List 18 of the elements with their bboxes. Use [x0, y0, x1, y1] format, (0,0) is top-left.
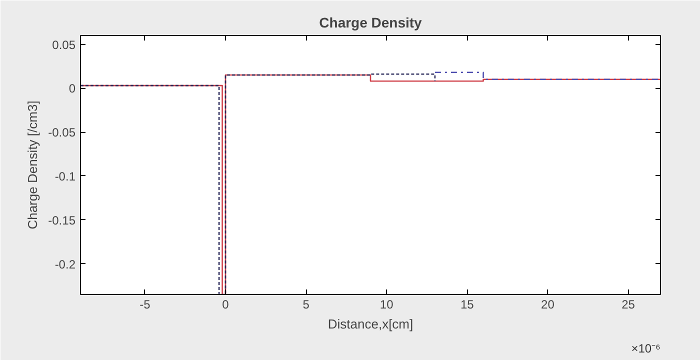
x-axis-title: Distance,x[cm] [328, 316, 414, 332]
y-tick-label: 0.05 [52, 38, 76, 52]
y-tick-label: -0.1 [54, 169, 76, 184]
x-tick-label: -5 [140, 298, 151, 312]
x-tick-label: 25 [622, 298, 636, 312]
y-axis-title: Charge Density [/cm3] [25, 100, 40, 230]
x-tick-label: 5 [302, 298, 310, 312]
x-tick-label: 10 [380, 298, 394, 312]
y-tick-label: -0.2 [54, 257, 76, 272]
line-series [80, 73, 436, 294]
y-tick-label: -0.15 [48, 213, 76, 228]
y-tick-label: 0 [68, 82, 76, 96]
x-tick-label: 0 [222, 298, 230, 312]
x-tick-label: 15 [460, 298, 474, 312]
text: ×10⁻⁶ [631, 342, 661, 356]
x-tick-label: 20 [541, 298, 555, 312]
y-tick-label: -0.05 [48, 126, 76, 140]
chart-title: Charge Density [319, 14, 422, 30]
